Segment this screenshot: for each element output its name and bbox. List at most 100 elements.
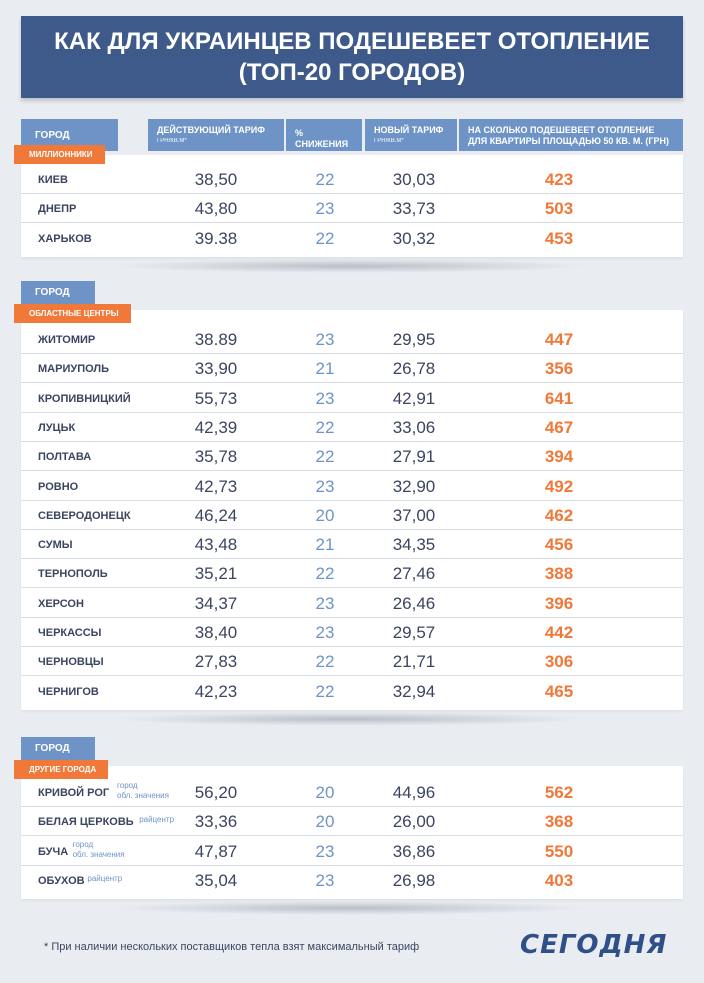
table-row: ДНЕПР 43,80 23 33,73 503 (21, 194, 683, 224)
new-tariff-value: 21,71 (392, 652, 436, 672)
city-name: БЕЛАЯ ЦЕРКОВЬ (38, 816, 134, 829)
new-tariff-value: 42,91 (392, 388, 436, 408)
new-tariff-value: 27,46 (392, 564, 436, 584)
current-tariff-value: 55,73 (194, 388, 238, 408)
city-name: МАРИУПОЛЬ (38, 363, 110, 376)
reduction-percent-value: 20 (315, 505, 335, 525)
new-tariff-value: 34,35 (392, 535, 436, 555)
current-tariff-value: 33,90 (194, 359, 238, 379)
current-tariff-value: 42,23 (194, 681, 238, 701)
city-name: ЧЕРНОВЦЫ (38, 656, 104, 669)
page-title: КАК ДЛЯ УКРАИНЦЕВ ПОДЕШЕВЕЕТ ОТОПЛЕНИЕ (… (21, 16, 683, 98)
savings-value: 492 (544, 476, 574, 496)
current-tariff-value: 35,21 (194, 564, 238, 584)
section-shadow (110, 901, 590, 916)
reduction-percent-value: 22 (315, 170, 335, 189)
reduction-percent-value: 23 (315, 199, 335, 219)
table-row: ХЕРСОН 34,37 23 26,46 396 (21, 589, 683, 618)
savings-value: 453 (544, 228, 574, 248)
new-tariff-value: 37,00 (392, 505, 436, 525)
table-row: ХАРЬКОВ 39.38 22 30,32 453 (21, 224, 683, 253)
table-section-2: ЖИТОМИР 38.89 23 29,95 447 МАРИУПОЛЬ 33,90 21 26… (21, 310, 683, 710)
reduction-percent-value: 22 (315, 652, 335, 672)
reduction-percent-value: 20 (315, 812, 335, 832)
reduction-percent-value: 21 (315, 359, 335, 379)
reduction-percent-value: 21 (315, 535, 335, 555)
table-row: ЧЕРНОВЦЫ 27,83 22 21,71 306 (21, 647, 683, 677)
new-tariff-value: 32,90 (392, 476, 436, 496)
city-name: ДНЕПР (38, 203, 77, 216)
savings-value: 403 (544, 870, 574, 890)
savings-value: 442 (544, 623, 574, 642)
current-tariff-value: 46,24 (194, 505, 238, 525)
savings-value: 465 (544, 681, 574, 701)
reduction-percent-value: 23 (315, 330, 335, 349)
new-tariff-value: 26,46 (392, 593, 436, 613)
savings-value: 641 (544, 388, 574, 408)
table-row: ЖИТОМИР 38.89 23 29,95 447 (21, 325, 683, 354)
savings-value: 394 (544, 447, 574, 467)
current-tariff-value: 35,04 (194, 870, 238, 890)
reduction-percent-value: 22 (315, 681, 335, 701)
savings-value: 456 (544, 535, 574, 555)
reduction-percent-value: 23 (315, 593, 335, 613)
header-savings-line-1: НА СКОЛЬКО ПОДЕШЕВЕЕТ ОТОПЛЕНИЕ (468, 125, 655, 135)
reduction-percent-value: 23 (315, 623, 335, 642)
header-current-tariff: ДЕЙСТВУЮЩИЙ ТАРИФ ГРН/КВ.М* (148, 119, 284, 151)
segodnya-logo: СЕГОДНЯ (520, 930, 668, 960)
header-new-tariff: НОВЫЙ ТАРИФ ГРН/КВ.М* (365, 119, 457, 151)
city-name: ХЕРСОН (38, 597, 84, 610)
current-tariff-value: 43,48 (194, 535, 238, 555)
city-name: СУМЫ (38, 539, 73, 552)
reduction-percent-value: 23 (315, 476, 335, 496)
table-section-3: КРИВОЙ РОГ город обл. значения 56,20 20 44,96… (21, 766, 683, 900)
header-new-tariff-label: НОВЫЙ ТАРИФ (374, 125, 444, 135)
new-tariff-value: 33,73 (392, 199, 436, 219)
new-tariff-value: 33,06 (392, 417, 436, 437)
current-tariff-value: 38,40 (194, 623, 238, 642)
city-name: ХАРЬКОВ (38, 232, 92, 245)
new-tariff-value: 29,57 (392, 623, 436, 642)
table-row: КРИВОЙ РОГ город обл. значения 56,20 20 44,96… (21, 778, 683, 807)
section-shadow (110, 258, 590, 273)
city-name: ПОЛТАВА (38, 451, 92, 464)
group-label: ДРУГИЕ ГОРОДА (14, 760, 109, 779)
current-tariff-value: 39.38 (194, 228, 238, 248)
city-name: ЧЕРНИГОВ (38, 685, 99, 698)
reduction-percent-value: 22 (315, 564, 335, 584)
table-row: БЕЛАЯ ЦЕРКОВЬ райцентр 33,36 20 26,00 368 (21, 807, 683, 837)
reduction-percent-value: 22 (315, 447, 335, 467)
group-label: ОБЛАСТНЫЕ ЦЕНТРЫ (14, 304, 131, 323)
new-tariff-value: 29,95 (392, 330, 436, 349)
savings-value: 396 (544, 593, 574, 613)
table-row: ЛУЦЬК 42,39 22 33,06 467 (21, 413, 683, 442)
city-name: БУЧА (38, 845, 69, 858)
savings-value: 467 (544, 417, 574, 437)
city-name: СЕВЕРОДОНЕЦК (38, 509, 131, 522)
reduction-percent-value: 20 (315, 783, 335, 802)
city-name: ЖИТОМИР (38, 334, 96, 346)
new-tariff-value: 36,86 (392, 841, 436, 861)
city-name: КРОПИВНИЦКИЙ (38, 392, 131, 405)
current-tariff-value: 38.89 (194, 330, 238, 349)
new-tariff-value: 26,00 (392, 812, 436, 832)
table-row: СЕВЕРОДОНЕЦК 46,24 20 37,00 462 (21, 501, 683, 530)
current-tariff-value: 43,80 (194, 199, 238, 219)
new-tariff-value: 30,32 (392, 228, 436, 248)
new-tariff-value: 26,98 (392, 870, 436, 890)
footnote: * При наличии нескольких поставщиков теп… (44, 941, 420, 953)
current-tariff-value: 27,83 (194, 652, 238, 672)
savings-value: 550 (544, 841, 574, 861)
city-name: ЧЕРКАССЫ (38, 627, 102, 639)
city-name: ОБУХОВ (38, 874, 85, 887)
table-row: ЧЕРКАССЫ 38,40 23 29,57 442 (21, 618, 683, 647)
title-line-2: (ТОП-20 ГОРОДОВ) (238, 59, 466, 86)
city-name: ЛУЦЬК (38, 421, 76, 434)
current-tariff-value: 35,78 (194, 447, 238, 467)
title-line-1: КАК ДЛЯ УКРАИНЦЕВ ПОДЕШЕВЕЕТ ОТОПЛЕНИЕ (54, 28, 650, 55)
table-row: МАРИУПОЛЬ 33,90 21 26,78 356 (21, 354, 683, 384)
table-row: СУМЫ 43,48 21 34,35 456 (21, 530, 683, 560)
savings-value: 368 (544, 812, 574, 832)
new-tariff-value: 32,94 (392, 681, 436, 701)
current-tariff-value: 38,50 (194, 170, 238, 189)
